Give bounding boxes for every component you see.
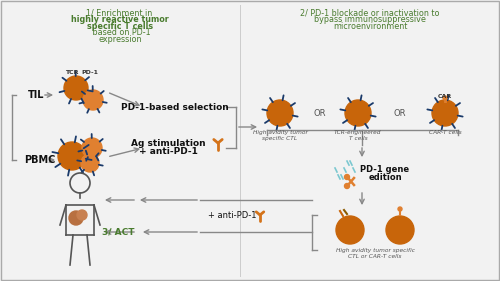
Text: High avidity tumor specific: High avidity tumor specific [336,248,414,253]
Text: 2/ PD-1 blockade or inactivation to: 2/ PD-1 blockade or inactivation to [300,8,440,17]
Text: OR: OR [314,108,326,117]
Text: TIL: TIL [28,90,44,100]
Circle shape [82,138,102,158]
Circle shape [267,100,293,126]
Circle shape [336,216,364,244]
Circle shape [386,216,414,244]
Text: T cells: T cells [348,136,368,141]
Text: expression: expression [98,35,142,44]
Text: TCR-engineered: TCR-engineered [334,130,382,135]
Circle shape [344,183,350,189]
Circle shape [345,100,371,126]
Text: PD-1-based selection: PD-1-based selection [121,103,229,112]
Text: PD-1 gene: PD-1 gene [360,166,410,175]
Circle shape [398,207,402,211]
Circle shape [432,100,458,126]
Circle shape [64,76,88,100]
Circle shape [344,175,350,180]
Circle shape [443,96,447,100]
Text: PD-1: PD-1 [82,71,98,76]
Text: specific CTL: specific CTL [262,136,298,141]
Text: specific T cells: specific T cells [87,22,153,31]
Circle shape [77,210,87,220]
Text: edition: edition [368,173,402,182]
Circle shape [81,154,99,172]
Text: highly reactive tumor: highly reactive tumor [71,15,169,24]
Text: TCR: TCR [65,69,79,74]
Circle shape [58,142,86,170]
Text: Ag stimulation: Ag stimulation [130,139,206,148]
Text: + anti-PD-1: + anti-PD-1 [138,146,198,155]
Text: + anti-PD-1: + anti-PD-1 [208,210,256,219]
Text: microenvironment: microenvironment [333,22,407,31]
Text: OR: OR [394,108,406,117]
Text: CAR: CAR [438,94,452,99]
Circle shape [69,211,83,225]
Text: bypass immunosuppressive: bypass immunosuppressive [314,15,426,24]
Circle shape [83,90,103,110]
Text: CTL or CAR-T cells: CTL or CAR-T cells [348,254,402,259]
Text: 3/ ACT: 3/ ACT [102,228,135,237]
Text: CAR-T cells: CAR-T cells [428,130,462,135]
Text: High avidity tumor: High avidity tumor [252,130,308,135]
Text: based on PD-1: based on PD-1 [90,28,150,37]
Text: PBMC: PBMC [24,155,56,165]
Text: 1/ Enrichment in: 1/ Enrichment in [86,8,154,17]
